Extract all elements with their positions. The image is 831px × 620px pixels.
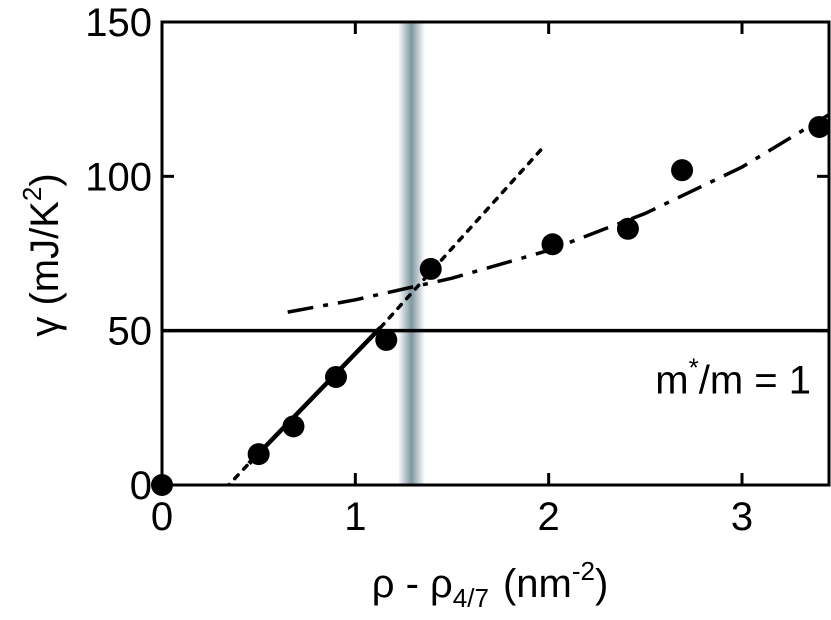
data-point — [375, 328, 398, 351]
data-point — [419, 257, 442, 280]
plot-frame — [160, 20, 831, 487]
fit-curve-solid — [247, 326, 383, 465]
reference-line-label: m*/m = 1 — [655, 353, 811, 403]
x-tick-label: 2 — [538, 495, 560, 539]
fit-curves — [226, 113, 829, 485]
data-point — [671, 159, 694, 182]
data-point — [541, 233, 564, 256]
data-points — [151, 115, 831, 496]
x-tick-label: 3 — [731, 495, 753, 539]
data-point — [282, 415, 305, 438]
plot-area — [151, 22, 831, 496]
data-point — [808, 115, 831, 138]
y-tick-label: 100 — [85, 155, 152, 199]
y-tick-label: 0 — [130, 464, 152, 508]
fit-curve-dotted — [378, 143, 547, 330]
transition-band — [397, 22, 425, 485]
y-tick-label: 50 — [108, 310, 153, 354]
x-tick-label: 0 — [151, 495, 173, 539]
fit-curve-dashdot — [287, 113, 829, 314]
x-tick-label: 1 — [344, 495, 366, 539]
data-point — [616, 217, 639, 240]
y-axis-label: γ (mJ/K2) — [17, 173, 67, 336]
x-axis-label: ρ - ρ4/7 (nm-2) — [372, 556, 609, 613]
data-point — [247, 443, 270, 466]
y-tick-label: 150 — [85, 1, 152, 45]
axis-ticks: 0 1 2 3 0 50 100 150 — [85, 1, 829, 539]
data-point — [325, 365, 347, 388]
